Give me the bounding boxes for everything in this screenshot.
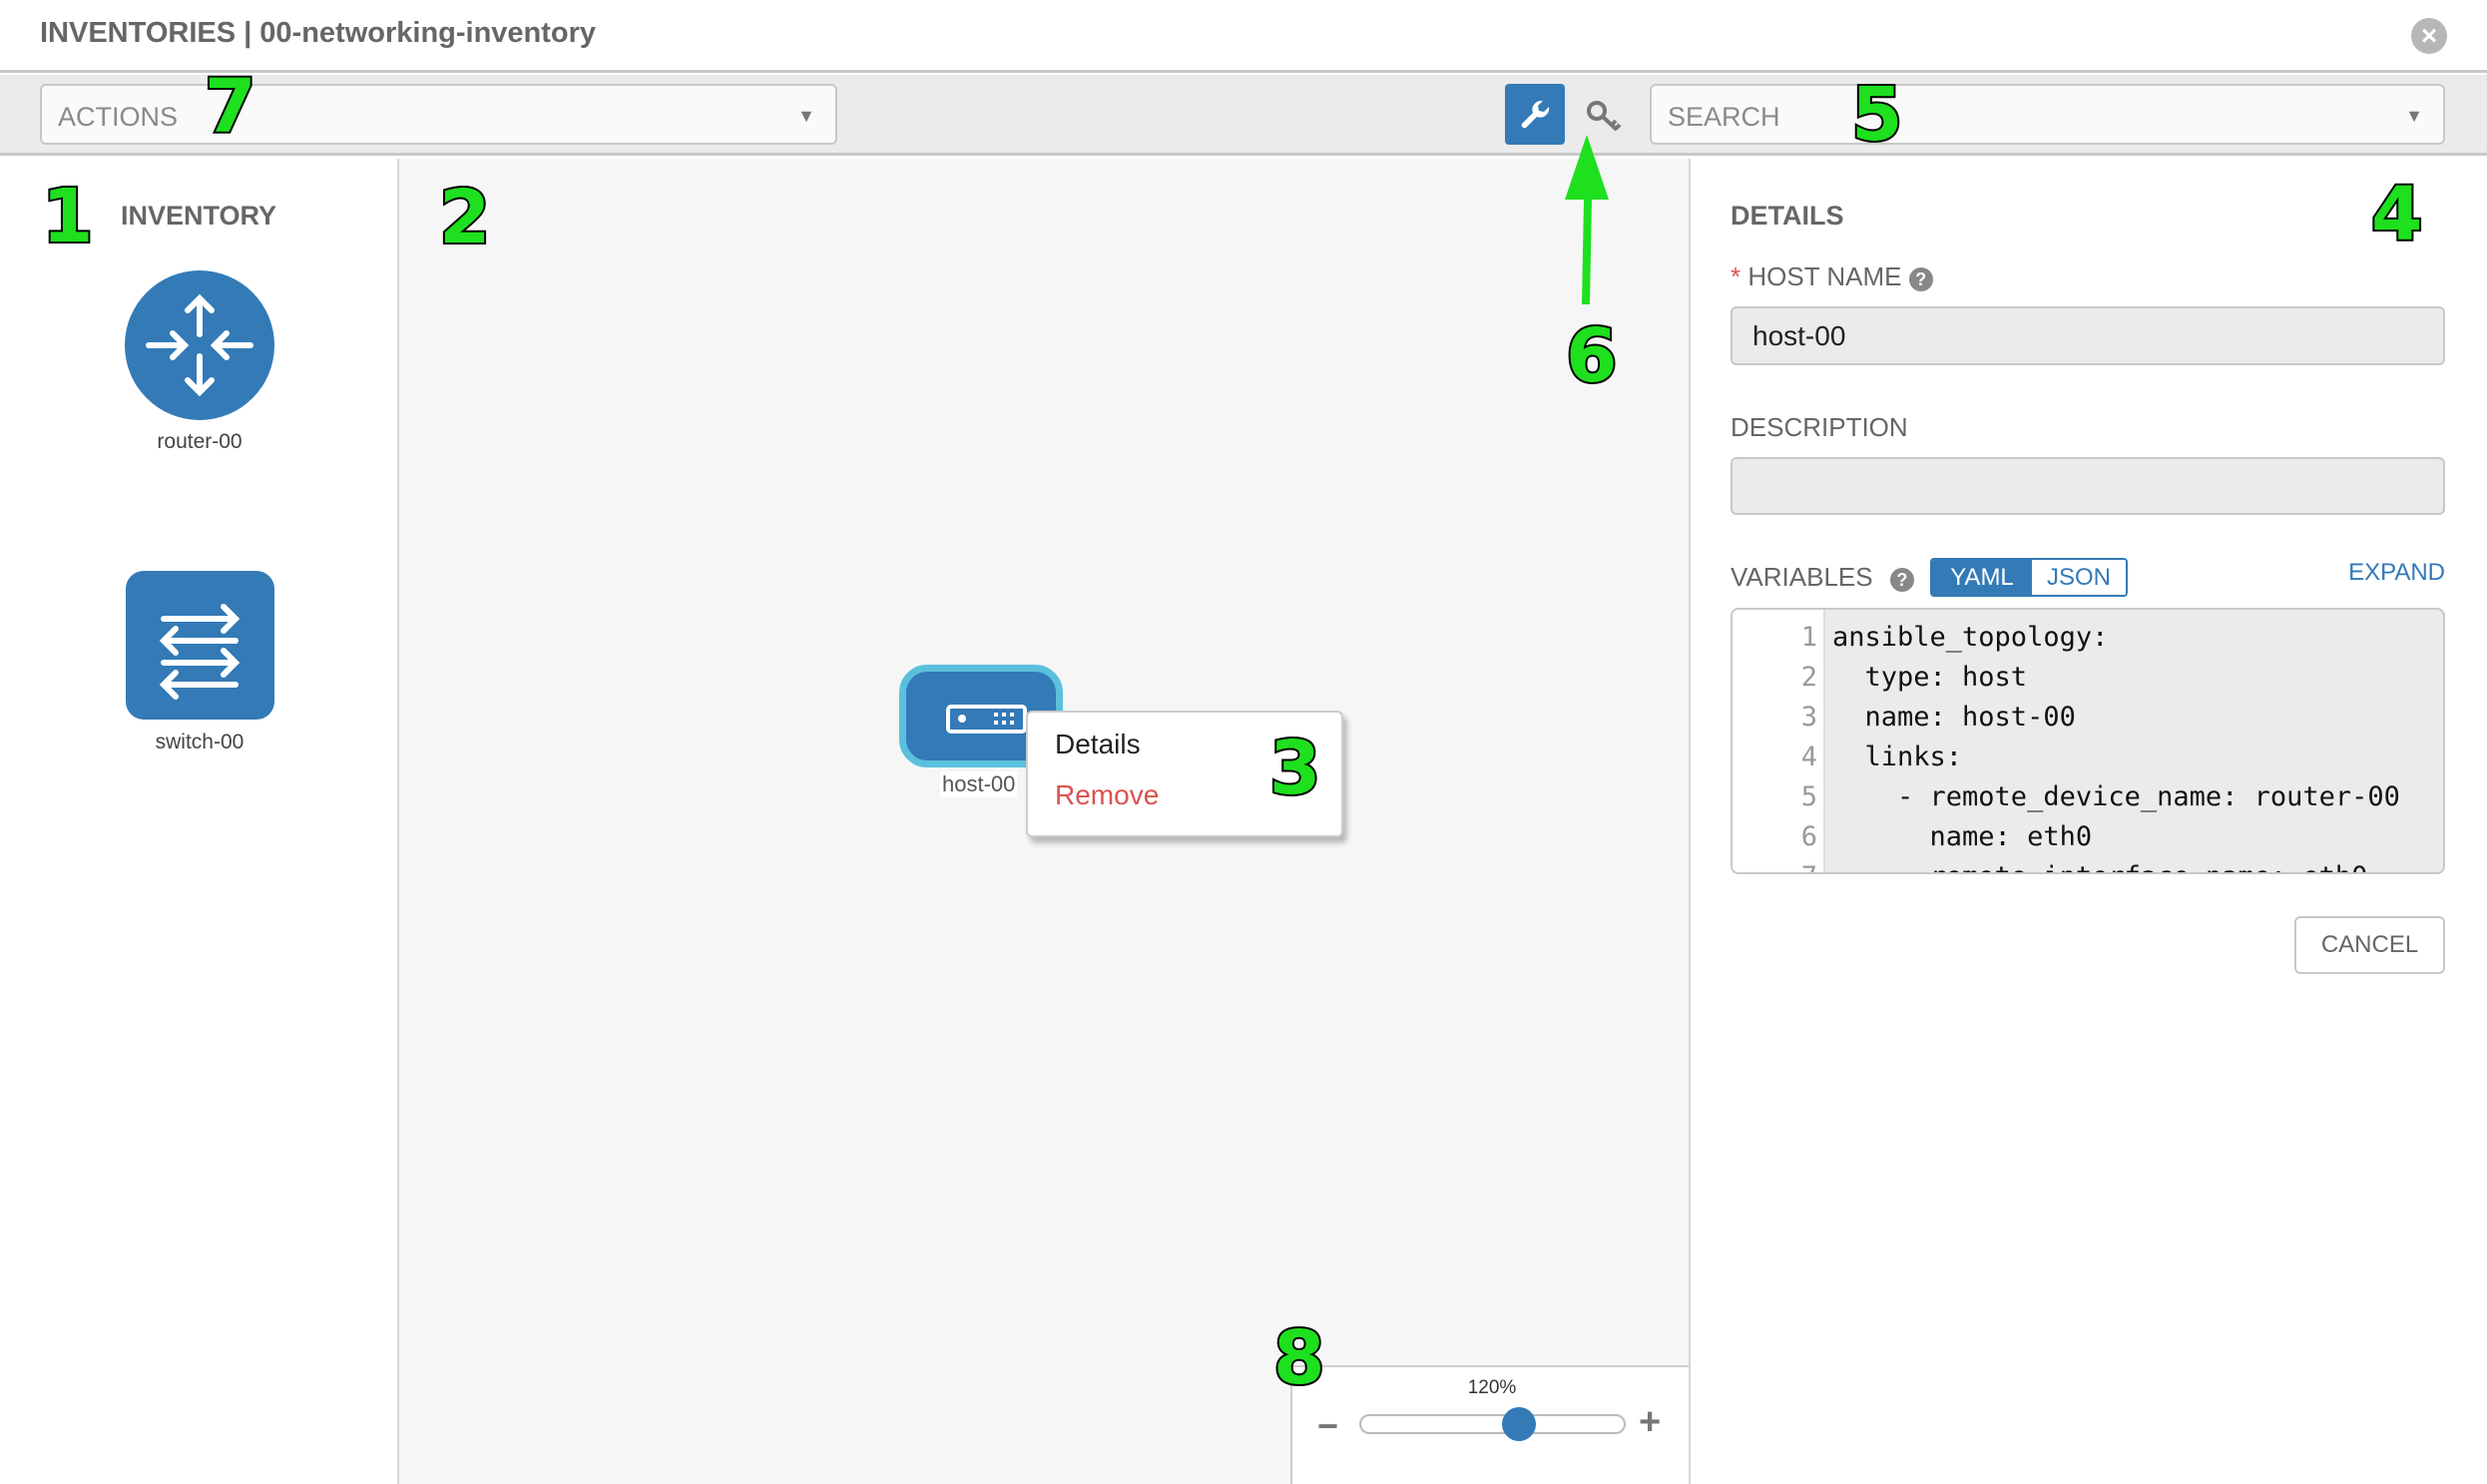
menu-item-details[interactable]: Details: [1055, 729, 1141, 759]
line-number: 7: [1733, 857, 1817, 872]
annotation-3: 3: [1267, 726, 1322, 811]
annotation-5: 5: [1849, 72, 1904, 158]
host-label: host-00: [940, 771, 1018, 797]
line-number: 1: [1800, 622, 1817, 653]
router-icon: [146, 293, 253, 397]
help-icon[interactable]: ?: [1908, 267, 1933, 291]
required-mark: *: [1731, 261, 1741, 291]
code-line: type: host: [1832, 662, 2028, 693]
line-number: 4: [1800, 742, 1817, 772]
router-item[interactable]: [125, 270, 274, 420]
zoom-in-button[interactable]: +: [1639, 1401, 1662, 1443]
annotation-arrow: [1565, 135, 1609, 304]
zoom-level: 120%: [1467, 1377, 1517, 1398]
wrench-icon: [1521, 100, 1550, 129]
json-toggle[interactable]: JSON: [2032, 560, 2126, 595]
actions-dropdown[interactable]: ACTIONS ▼: [40, 84, 837, 145]
details-title: DETAILS: [1731, 201, 1844, 231]
code-line: name: eth0: [1832, 821, 2093, 852]
server-icon: [946, 705, 1027, 734]
description-label: DESCRIPTION: [1731, 412, 1908, 442]
variables-label: VARIABLES: [1731, 562, 1873, 592]
annotation-8: 8: [1271, 1315, 1326, 1401]
annotation-7: 7: [203, 64, 257, 150]
chevron-down-icon: ▼: [797, 106, 815, 126]
line-number: 3: [1800, 702, 1817, 733]
code-line: links:: [1832, 742, 1963, 772]
router-label: router-00: [157, 430, 243, 453]
annotation-6: 6: [1564, 313, 1619, 399]
close-icon[interactable]: ×: [2411, 18, 2447, 54]
expand-link[interactable]: EXPAND: [2348, 559, 2445, 586]
format-toggle: YAML JSON: [1930, 558, 2128, 597]
line-number: 5: [1800, 781, 1817, 812]
chevron-down-icon: ▼: [2405, 106, 2423, 126]
code-line: - remote_device_name: router-00: [1832, 781, 2400, 812]
key-icon: [1587, 101, 1622, 132]
annotation-1: 1: [40, 174, 95, 259]
switch-icon: [159, 604, 241, 700]
key-button[interactable]: [1582, 96, 1626, 136]
switch-label: switch-00: [155, 731, 245, 753]
inventory-title: INVENTORY: [121, 201, 277, 231]
zoom-slider[interactable]: [1359, 1414, 1626, 1434]
context-menu: Details Remove: [1026, 711, 1343, 837]
help-icon[interactable]: ?: [1889, 568, 1914, 592]
zoom-slider-handle[interactable]: [1502, 1407, 1536, 1441]
line-gutter: [1733, 610, 1825, 872]
line-number: 2: [1800, 662, 1817, 693]
line-number: 6: [1800, 821, 1817, 852]
switch-item[interactable]: [126, 571, 274, 720]
cancel-button[interactable]: CANCEL: [2294, 916, 2445, 974]
menu-item-remove[interactable]: Remove: [1055, 779, 1160, 810]
code-line: name: host-00: [1832, 702, 2076, 733]
title-bar: [0, 0, 2487, 73]
page-title: INVENTORIES | 00-networking-inventory: [40, 17, 597, 49]
code-line: remote_interface_name: eth0: [1832, 857, 2368, 872]
annotation-4: 4: [2369, 172, 2424, 257]
yaml-toggle[interactable]: YAML: [1932, 560, 2032, 595]
description-input[interactable]: [1731, 457, 2445, 515]
actions-label: ACTIONS: [58, 102, 179, 132]
annotation-2: 2: [437, 175, 492, 260]
host-name-label: HOST NAME: [1747, 261, 1902, 291]
code-line: ansible_topology:: [1832, 622, 2109, 653]
search-dropdown[interactable]: SEARCH ▼: [1650, 84, 2445, 145]
search-label: SEARCH: [1668, 102, 1780, 132]
host-name-input[interactable]: host-00: [1731, 306, 2445, 365]
zoom-out-button[interactable]: −: [1317, 1405, 1339, 1446]
variables-editor[interactable]: 1 ansible_topology: 2 type: host 3 name: ho…: [1731, 608, 2445, 874]
wrench-button[interactable]: [1505, 84, 1565, 145]
